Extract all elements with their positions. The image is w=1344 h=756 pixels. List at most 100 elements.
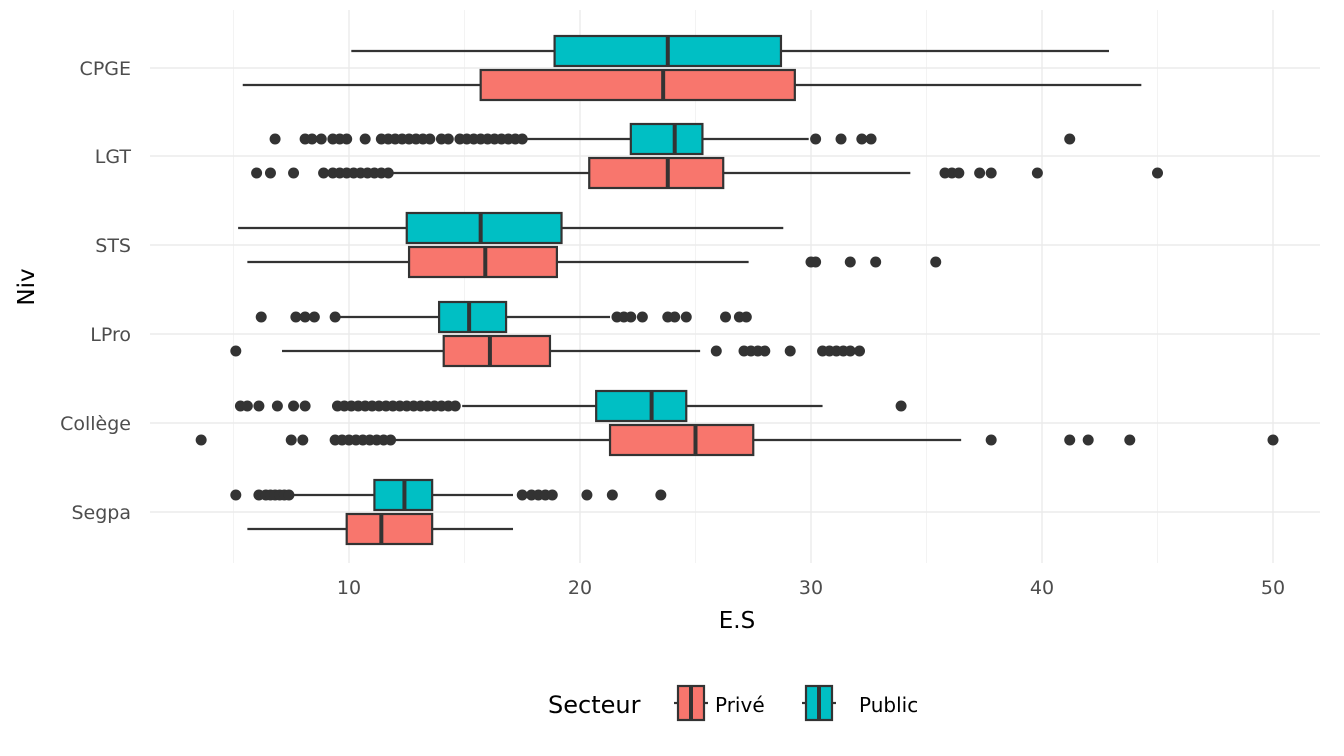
y-tick-label: LGT: [95, 146, 132, 168]
outlier-point: [1031, 167, 1043, 179]
outlier-point: [306, 133, 318, 145]
outlier-point: [784, 345, 796, 357]
outlier-point: [844, 345, 856, 357]
outlier-point: [255, 311, 267, 323]
outlier-point: [865, 133, 877, 145]
outlier-point: [1124, 434, 1136, 446]
legend-title: Secteur: [548, 691, 641, 719]
y-tick-labels: Segpa Collège LPro STS LGT CPGE: [60, 58, 131, 524]
box-iqr: [588, 156, 725, 190]
y-tick-label: LPro: [90, 324, 131, 346]
y-tick-label: CPGE: [80, 58, 131, 80]
outlier-point: [341, 133, 353, 145]
box-iqr: [345, 512, 434, 546]
x-axis-title: E.S: [719, 608, 755, 634]
outlier-point: [985, 434, 997, 446]
outlier-point: [710, 345, 722, 357]
outlier-point: [315, 133, 327, 145]
outlier-point: [1064, 434, 1076, 446]
grid-lines: [150, 10, 1320, 563]
outlier-point: [740, 311, 752, 323]
outlier-point: [810, 133, 822, 145]
outlier-point: [720, 311, 732, 323]
outlier-point: [264, 167, 276, 179]
x-tick-labels: 10 20 30 40 50: [337, 577, 1285, 599]
box-iqr: [479, 68, 796, 102]
outlier-point: [195, 434, 207, 446]
outlier-point: [974, 167, 986, 179]
box-priv-lgt: [251, 156, 1163, 190]
box-priv-lpro: [230, 334, 866, 368]
box-iqr: [595, 389, 688, 423]
outlier-point: [271, 400, 283, 412]
outlier-point: [269, 133, 281, 145]
box-public-lpro: [255, 300, 752, 334]
outlier-point: [385, 434, 397, 446]
outlier-point: [288, 167, 300, 179]
outlier-point: [810, 256, 822, 268]
box-public-cpge: [351, 34, 1109, 68]
y-tick-label: Segpa: [71, 502, 131, 524]
y-axis-title: Niv: [14, 268, 40, 305]
outlier-point: [895, 400, 907, 412]
outlier-point: [516, 133, 528, 145]
x-tick-label: 40: [1030, 577, 1054, 599]
box-priv-segpa: [247, 512, 514, 546]
outlier-point: [581, 489, 593, 501]
outlier-point: [253, 400, 265, 412]
outlier-point: [759, 345, 771, 357]
outlier-point: [856, 133, 868, 145]
box-public-lgt: [269, 122, 1076, 156]
outlier-point: [283, 489, 295, 501]
outlier-point: [424, 133, 436, 145]
outlier-point: [844, 256, 856, 268]
x-tick-label: 10: [337, 577, 361, 599]
outlier-point: [1064, 133, 1076, 145]
box-public-sts: [238, 211, 784, 245]
box-public-collge: [234, 389, 907, 423]
outlier-point: [359, 133, 371, 145]
outlier-point: [285, 434, 297, 446]
legend-label: Privé: [715, 693, 765, 717]
outlier-point: [680, 311, 692, 323]
outlier-point: [241, 400, 253, 412]
outlier-point: [442, 133, 454, 145]
outlier-point: [655, 489, 667, 501]
box-iqr: [407, 245, 558, 279]
box-priv-cpge: [242, 68, 1142, 102]
outlier-point: [953, 167, 965, 179]
outlier-point: [318, 167, 330, 179]
outlier-point: [985, 167, 997, 179]
box-iqr: [437, 300, 508, 334]
x-tick-label: 50: [1261, 577, 1285, 599]
outlier-point: [288, 400, 300, 412]
outlier-point: [299, 311, 311, 323]
outlier-point: [669, 311, 681, 323]
box-priv-sts: [247, 245, 942, 279]
outlier-point: [606, 489, 618, 501]
outlier-point: [382, 167, 394, 179]
y-tick-label: Collège: [60, 413, 131, 435]
outlier-point: [516, 489, 528, 501]
y-tick-label: STS: [95, 235, 131, 257]
outlier-point: [835, 133, 847, 145]
outlier-point: [636, 311, 648, 323]
outlier-point: [230, 489, 242, 501]
legend: Secteur Privé Public: [548, 684, 918, 722]
legend-key-priv: [674, 684, 708, 722]
box-marks: [195, 34, 1279, 546]
outlier-point: [230, 345, 242, 357]
legend-label: Public: [859, 693, 918, 717]
outlier-point: [625, 311, 637, 323]
box-iqr: [405, 211, 563, 245]
x-tick-label: 30: [799, 577, 823, 599]
outlier-point: [1082, 434, 1094, 446]
outlier-point: [870, 256, 882, 268]
outlier-point: [930, 256, 942, 268]
box-iqr: [629, 122, 704, 156]
outlier-point: [546, 489, 558, 501]
outlier-point: [1267, 434, 1279, 446]
outlier-point: [290, 311, 302, 323]
x-tick-label: 20: [568, 577, 592, 599]
